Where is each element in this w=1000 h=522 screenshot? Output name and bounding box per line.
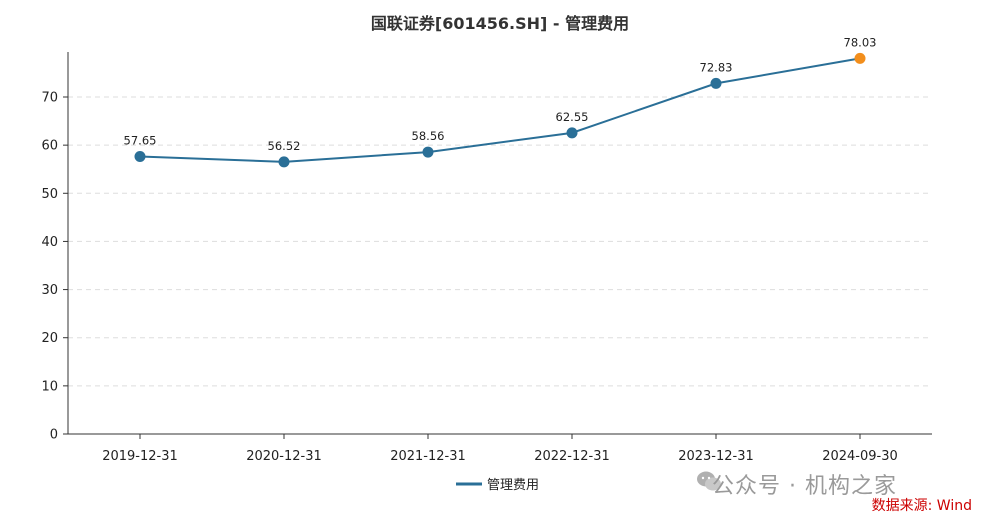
data-label: 58.56 — [412, 129, 445, 143]
data-label: 78.03 — [844, 35, 877, 49]
y-tick-label: 0 — [50, 428, 58, 443]
y-tick-label: 40 — [41, 235, 58, 250]
x-tick-label: 2022-12-31 — [534, 449, 610, 464]
x-tick-label: 2021-12-31 — [390, 449, 466, 464]
data-label: 62.55 — [556, 110, 589, 124]
x-tick-label: 2023-12-31 — [678, 449, 754, 464]
data-source: 数据来源: Wind — [871, 498, 972, 514]
y-tick-label: 50 — [41, 187, 58, 202]
y-tick-label: 20 — [41, 331, 58, 346]
y-tick-label: 60 — [41, 139, 58, 154]
legend[interactable]: 管理费用 — [456, 478, 539, 493]
data-label: 72.83 — [700, 60, 733, 74]
watermark-text: 公众号 · 机构之家 — [712, 474, 897, 499]
x-axis-ticks: 2019-12-31 2020-12-31 2021-12-31 2022-12-31… — [102, 434, 898, 464]
x-tick-label: 2024-09-30 — [822, 449, 898, 464]
series-line — [139, 57, 861, 163]
data-point — [710, 77, 722, 89]
data-point — [278, 156, 290, 168]
data-label: 57.65 — [124, 133, 157, 147]
data-label: 56.52 — [268, 139, 301, 153]
x-tick-label: 2019-12-31 — [102, 449, 178, 464]
highlighted-data-point — [854, 52, 866, 64]
data-point — [566, 127, 578, 139]
y-tick-label: 70 — [41, 91, 58, 106]
data-point — [422, 146, 434, 158]
y-axis-ticks: 0 10 20 30 40 50 60 70 — [41, 91, 68, 443]
x-tick-label: 2020-12-31 — [246, 449, 322, 464]
series-line-group — [139, 57, 861, 163]
y-tick-label: 10 — [41, 379, 58, 394]
wechat-icon — [697, 471, 721, 491]
y-tick-label: 30 — [41, 283, 58, 298]
data-points — [134, 52, 866, 168]
data-labels: 57.65 56.52 58.56 62.55 72.83 78.03 — [124, 35, 877, 153]
grid-lines — [68, 96, 932, 387]
axes — [67, 52, 932, 435]
legend-label: 管理费用 — [487, 478, 539, 493]
chart-title: 国联证券[601456.SH] - 管理费用 — [371, 14, 629, 33]
data-point — [134, 150, 146, 162]
